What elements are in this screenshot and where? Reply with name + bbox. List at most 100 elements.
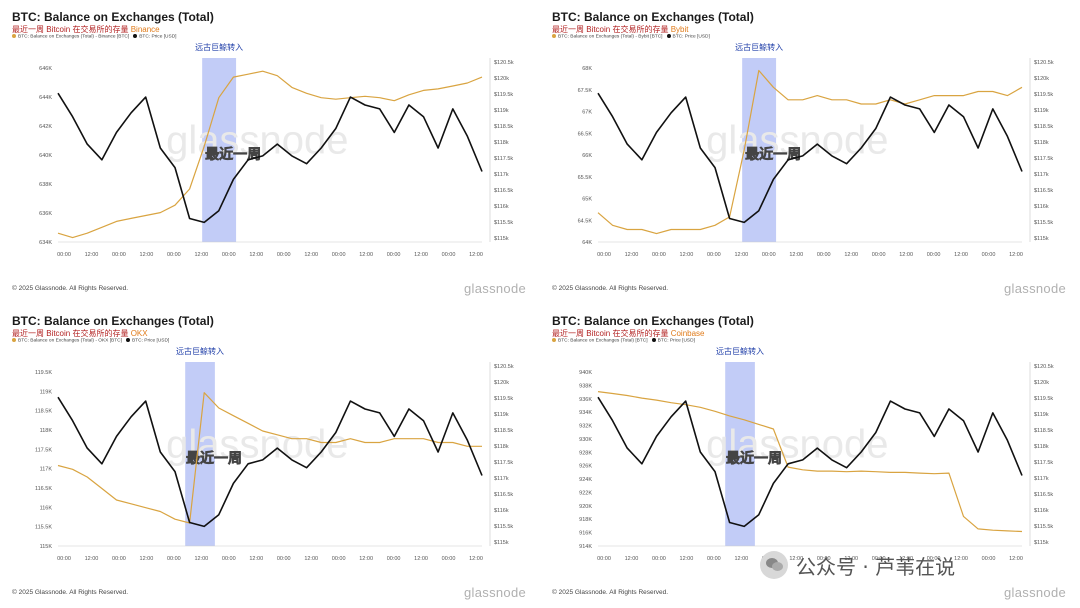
left-tick-label: 65K	[582, 197, 592, 203]
legend-price-dot	[133, 34, 138, 38]
x-tick-label: 12:00	[844, 556, 858, 562]
left-tick-label: 117.5K	[35, 447, 52, 453]
x-tick-label: 00:00	[927, 252, 941, 258]
wechat-label: 公众号 · 芦苇在说	[796, 554, 956, 579]
left-tick-label: 640K	[39, 153, 52, 159]
x-tick-label: 12:00	[194, 252, 208, 258]
left-tick-label: 646K	[39, 66, 52, 72]
right-tick-label: $120k	[494, 76, 509, 82]
glassnode-logo: glassnode	[1004, 585, 1066, 600]
right-tick-label: $115.5k	[1034, 220, 1053, 226]
x-tick-label: 00:00	[332, 556, 346, 562]
chart-title: BTC: Balance on Exchanges (Total)	[12, 314, 214, 328]
left-tick-label: 64K	[582, 240, 592, 246]
x-tick-label: 00:00	[222, 556, 236, 562]
left-tick-label: 119.5K	[35, 370, 52, 376]
x-tick-label: 00:00	[277, 556, 291, 562]
glassnode-watermark: glassnode	[166, 119, 348, 163]
x-tick-label: 00:00	[652, 252, 666, 258]
x-tick-label: 00:00	[112, 556, 126, 562]
glassnode-watermark: glassnode	[706, 423, 888, 467]
x-tick-label: 00:00	[707, 556, 721, 562]
x-tick-label: 00:00	[817, 252, 831, 258]
x-tick-label: 00:00	[277, 252, 291, 258]
right-tick-label: $119k	[494, 412, 509, 418]
subtitle-prefix: 最近一周 Bitcoin 在交易所的存量	[552, 25, 669, 34]
x-tick-label: 00:00	[222, 252, 236, 258]
right-tick-label: $118.5k	[1034, 428, 1053, 434]
x-tick-label: 12:00	[414, 252, 428, 258]
x-tick-label: 12:00	[899, 556, 913, 562]
left-tick-label: 914K	[579, 544, 592, 550]
balance-series-line	[597, 391, 1023, 533]
chart-legend: BTC: Balance on Exchanges (Total) [BTC] …	[552, 338, 695, 343]
right-tick-label: $120.5k	[494, 60, 514, 66]
legend-price-dot	[125, 338, 130, 342]
price-series-line	[597, 396, 1023, 528]
glassnode-logo: glassnode	[1004, 281, 1066, 296]
subtitle-prefix: 最近一周 Bitcoin 在交易所的存量	[552, 329, 669, 338]
legend-balance-label: BTC: Balance on Exchanges (Total) [BTC]	[558, 338, 648, 344]
right-tick-label: $118.5k	[494, 428, 513, 434]
x-tick-label: 00:00	[872, 556, 886, 562]
left-tick-label: 644K	[39, 95, 52, 101]
right-tick-label: $115k	[494, 236, 509, 242]
chart-footer: © 2025 Glassnode. All Rights Reserved.	[12, 285, 129, 292]
x-tick-label: 00:00	[57, 556, 71, 562]
left-tick-label: 65.5K	[578, 175, 593, 181]
week-watermark: 最近一周	[205, 146, 261, 163]
right-tick-label: $115k	[1034, 540, 1049, 546]
chart-subtitle: 最近一周 Bitcoin 在交易所的存量 Binance	[12, 24, 160, 35]
left-tick-label: 920K	[579, 504, 592, 510]
x-tick-label: 12:00	[734, 252, 748, 258]
right-tick-label: $119.5k	[1034, 92, 1053, 98]
glassnode-watermark: glassnode	[706, 119, 888, 163]
chart-panel-binance: BTC: Balance on Exchanges (Total) 最近一周 B…	[0, 0, 540, 304]
left-tick-label: 932K	[579, 424, 592, 430]
highlight-label: 远古巨鲸转入	[735, 42, 783, 52]
wechat-watermark: 公众号 · 芦苇在说	[760, 550, 955, 580]
left-tick-label: 922K	[579, 490, 592, 496]
right-tick-label: $117k	[1034, 172, 1049, 178]
exchange-name: Binance	[130, 25, 160, 34]
right-tick-label: $119k	[494, 108, 509, 114]
chart-legend: BTC: Balance on Exchanges (Total) - Bina…	[12, 34, 177, 39]
right-tick-label: $115.5k	[494, 524, 513, 530]
x-tick-label: 00:00	[817, 556, 831, 562]
x-tick-label: 00:00	[167, 252, 181, 258]
x-tick-label: 12:00	[85, 252, 99, 258]
x-tick-label: 12:00	[844, 252, 858, 258]
right-tick-label: $117.5k	[1034, 460, 1053, 466]
x-tick-label: 00:00	[652, 556, 666, 562]
right-tick-label: $117.5k	[494, 460, 513, 466]
right-tick-label: $115k	[1034, 236, 1049, 242]
right-tick-label: $119.5k	[1034, 396, 1053, 402]
x-tick-label: 00:00	[167, 556, 181, 562]
right-tick-label: $116.5k	[494, 492, 513, 498]
x-tick-label: 00:00	[57, 252, 71, 258]
x-tick-label: 12:00	[789, 556, 803, 562]
x-tick-label: 00:00	[112, 252, 126, 258]
left-tick-label: 118K	[40, 428, 53, 434]
right-tick-label: $118k	[494, 444, 509, 450]
week-watermark: 最近一周	[186, 450, 242, 467]
chart-footer: © 2025 Glassnode. All Rights Reserved.	[12, 589, 129, 596]
legend-price-dot	[666, 34, 671, 38]
left-tick-label: 918K	[579, 517, 592, 523]
left-tick-label: 934K	[579, 410, 592, 416]
left-tick-label: 119K	[40, 389, 53, 395]
x-tick-label: 12:00	[414, 556, 428, 562]
chart-legend: BTC: Balance on Exchanges (Total) - OKX …	[12, 338, 169, 343]
right-tick-label: $116k	[494, 204, 509, 210]
x-tick-label: 12:00	[140, 556, 154, 562]
right-tick-label: $115.5k	[1034, 524, 1053, 530]
highlight-band	[725, 362, 755, 546]
x-tick-label: 00:00	[872, 252, 886, 258]
x-tick-label: 00:00	[332, 252, 346, 258]
right-tick-label: $116k	[494, 508, 509, 514]
chart-plot: 远古巨鲸转入glassnode最近一周119.5K119K118.5K118K1…	[35, 346, 514, 562]
x-tick-label: 12:00	[680, 252, 694, 258]
left-tick-label: 638K	[39, 182, 52, 188]
chart-panel-coinbase: BTC: Balance on Exchanges (Total) 最近一周 B…	[540, 304, 1080, 608]
